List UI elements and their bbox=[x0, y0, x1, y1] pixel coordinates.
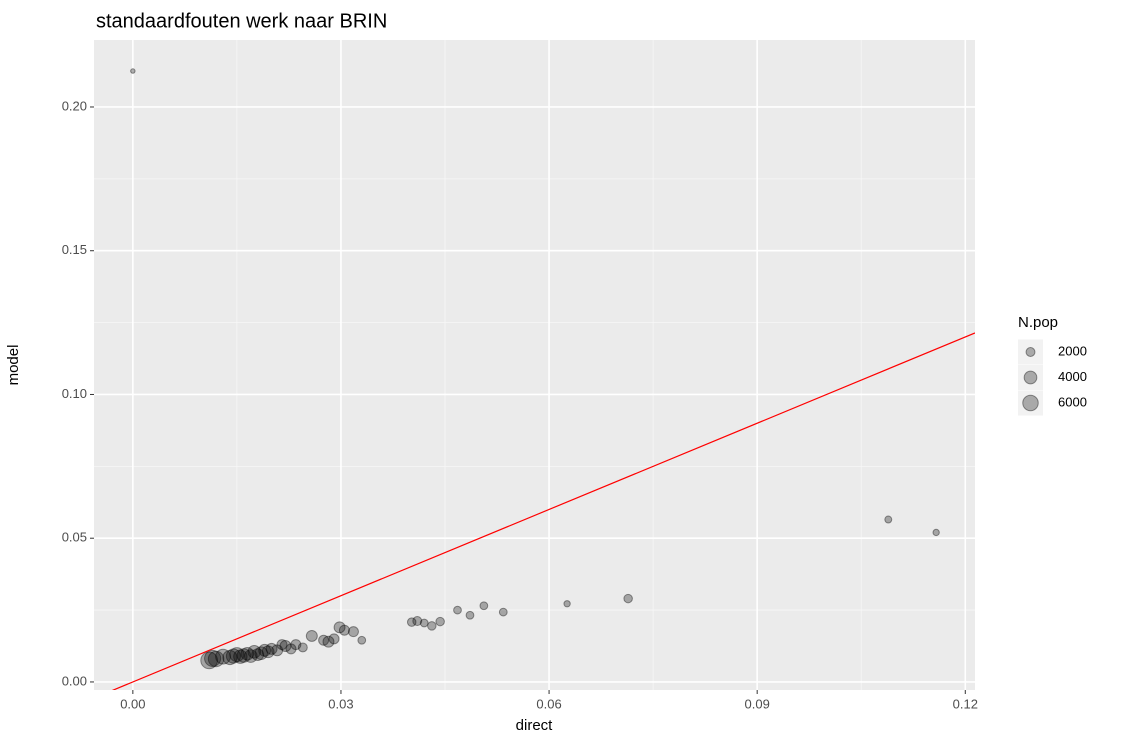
point bbox=[322, 635, 335, 648]
point bbox=[233, 649, 248, 664]
legend-label: 2000 bbox=[1058, 343, 1087, 358]
x-tick-label: 0.12 bbox=[953, 696, 978, 711]
reference-line bbox=[111, 332, 975, 690]
legend-symbol bbox=[1022, 394, 1039, 412]
point bbox=[419, 618, 429, 628]
point bbox=[225, 648, 242, 664]
point bbox=[215, 648, 231, 665]
point bbox=[130, 68, 136, 74]
point bbox=[254, 646, 269, 661]
point bbox=[297, 642, 308, 653]
point bbox=[305, 629, 318, 642]
point bbox=[229, 647, 245, 663]
point bbox=[338, 624, 350, 636]
point bbox=[563, 600, 571, 608]
point bbox=[200, 651, 219, 670]
point bbox=[427, 621, 437, 631]
point bbox=[243, 649, 258, 663]
point bbox=[453, 605, 462, 615]
x-tick-label: 0.06 bbox=[536, 696, 561, 711]
legend-key bbox=[1018, 339, 1043, 365]
point bbox=[236, 648, 252, 663]
point bbox=[251, 648, 265, 662]
y-tick-label: 0.00 bbox=[62, 673, 87, 688]
point bbox=[932, 528, 940, 537]
point bbox=[290, 639, 302, 651]
legend-label: 4000 bbox=[1058, 369, 1087, 384]
legend: 2000 4000 6000 bbox=[1018, 339, 1087, 416]
point bbox=[265, 642, 278, 655]
point bbox=[479, 601, 489, 611]
grid bbox=[94, 40, 975, 690]
point bbox=[279, 640, 292, 652]
y-tick-label: 0.15 bbox=[62, 242, 87, 257]
point bbox=[258, 643, 272, 657]
y-tick-label: 0.05 bbox=[62, 530, 87, 545]
point bbox=[347, 626, 359, 638]
point bbox=[204, 649, 222, 667]
point bbox=[261, 645, 275, 659]
point bbox=[623, 593, 633, 604]
point bbox=[240, 646, 255, 661]
x-tick-label: 0.09 bbox=[745, 696, 770, 711]
y-tick-label: 0.10 bbox=[62, 386, 87, 401]
y-axis-title: model bbox=[5, 345, 22, 386]
point bbox=[406, 617, 417, 627]
x-axis-title: direct bbox=[516, 717, 554, 734]
point bbox=[412, 616, 423, 626]
point bbox=[318, 634, 330, 646]
point bbox=[285, 643, 297, 655]
marks bbox=[111, 68, 975, 690]
legend-title: N.pop bbox=[1018, 314, 1058, 331]
point bbox=[328, 633, 340, 645]
point bbox=[465, 610, 475, 620]
point bbox=[222, 649, 238, 666]
point bbox=[276, 639, 288, 651]
point bbox=[357, 635, 367, 645]
point bbox=[247, 644, 262, 659]
point bbox=[498, 607, 508, 617]
y-tick-label: 0.20 bbox=[62, 98, 87, 113]
point bbox=[207, 650, 225, 668]
chart-title: standaardfouten werk naar BRIN bbox=[96, 10, 387, 32]
x-tick-label: 0.03 bbox=[328, 696, 353, 711]
panel bbox=[94, 40, 975, 690]
legend-key bbox=[1018, 365, 1043, 390]
legend-key bbox=[1018, 390, 1043, 416]
point bbox=[435, 616, 445, 627]
legend-symbol bbox=[1023, 370, 1038, 385]
point bbox=[333, 621, 346, 634]
legend-symbol bbox=[1025, 347, 1036, 357]
x-tick-label: 0.00 bbox=[120, 696, 145, 711]
point bbox=[884, 515, 893, 524]
legend-label: 6000 bbox=[1058, 394, 1087, 409]
point bbox=[271, 644, 284, 657]
